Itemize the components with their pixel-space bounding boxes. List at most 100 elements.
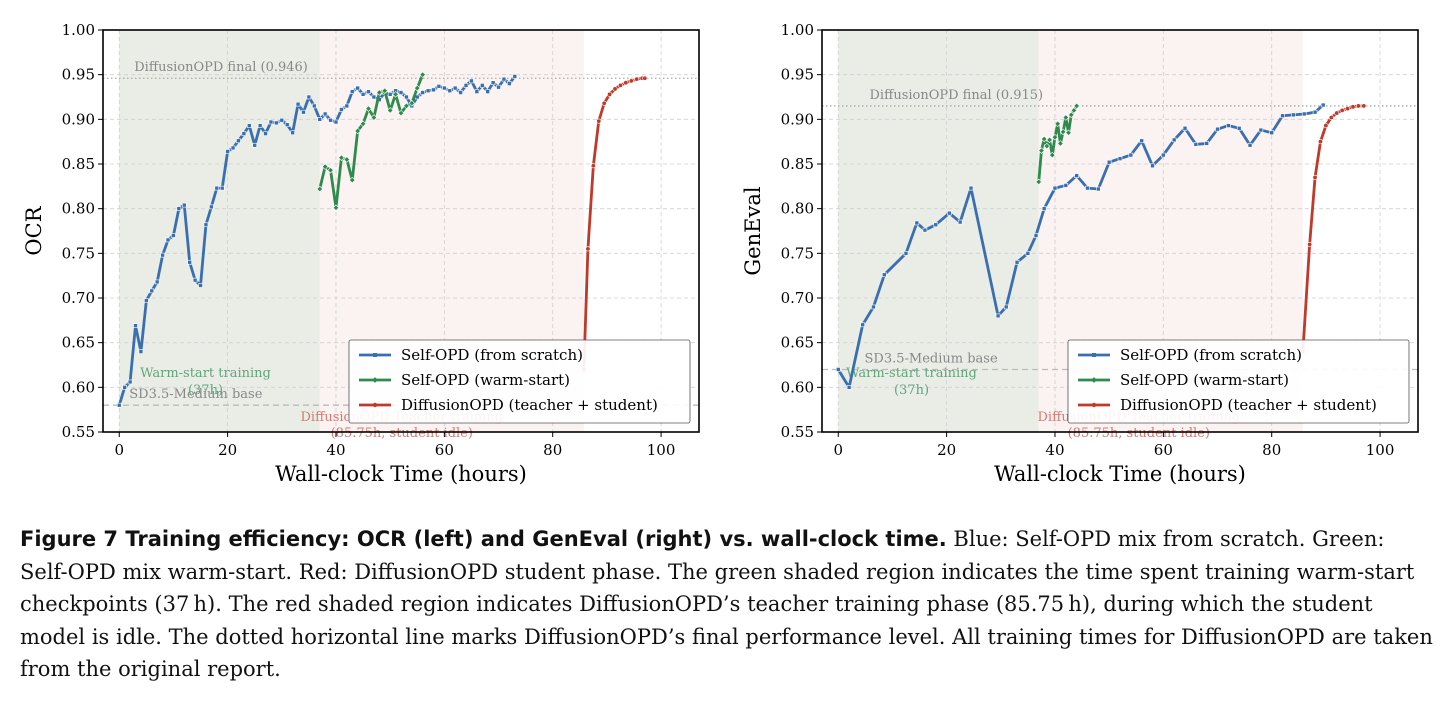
data-point — [1054, 120, 1061, 128]
data-point — [1106, 159, 1112, 165]
data-point — [628, 78, 634, 84]
y-tick-label: 1.00 — [781, 21, 814, 39]
data-point — [1280, 113, 1285, 119]
data-point — [914, 220, 920, 226]
figure: DiffusionOPD final (0.946) SD3.5-Medium b… — [22, 21, 1419, 486]
data-point — [1051, 133, 1059, 141]
y-tick-label: 0.60 — [62, 378, 95, 396]
x-tick-label: 20 — [218, 441, 237, 459]
data-point — [634, 76, 640, 82]
y-tick-label: 0.80 — [781, 200, 814, 218]
data-point — [947, 210, 952, 216]
legend-marker — [372, 402, 378, 408]
data-point — [306, 94, 312, 100]
data-point — [284, 122, 290, 127]
data-point — [404, 94, 409, 100]
final-performance-label: DiffusionOPD final (0.946) — [134, 60, 308, 75]
data-point — [479, 83, 485, 88]
data-point — [452, 85, 458, 91]
data-point — [322, 111, 328, 117]
data-point — [219, 185, 225, 191]
data-point — [354, 127, 361, 135]
data-point — [355, 85, 360, 91]
warm-start-region-sublabel: (37h) — [894, 383, 929, 398]
data-point — [463, 83, 469, 88]
data-point — [490, 80, 496, 86]
x-tick-label: 100 — [1366, 441, 1395, 459]
figure-caption: Figure 7 Training efficiency: OCR (left)… — [20, 523, 1435, 686]
data-point — [187, 259, 192, 265]
data-point — [419, 71, 426, 78]
y-axis-label: GenEval — [741, 186, 765, 275]
y-tick-label: 0.55 — [781, 423, 814, 441]
x-axis-label: Wall-clock Time (hours) — [275, 462, 527, 486]
x-tick-label: 40 — [326, 441, 345, 459]
data-point — [1063, 183, 1069, 188]
data-point — [512, 74, 518, 79]
data-point — [1043, 142, 1051, 150]
data-point — [496, 84, 501, 90]
data-point — [343, 156, 351, 163]
data-point — [1065, 129, 1072, 136]
data-point — [317, 117, 323, 122]
data-point — [1236, 125, 1242, 131]
data-point — [349, 89, 355, 94]
legend-label: Self-OPD (from scratch) — [1120, 346, 1302, 364]
data-point — [397, 109, 405, 117]
data-point — [995, 313, 1001, 319]
data-point — [312, 103, 317, 109]
data-point — [398, 90, 404, 95]
y-tick-label: 0.85 — [781, 155, 814, 173]
data-point — [469, 78, 474, 84]
data-point — [860, 322, 865, 328]
data-point — [1059, 128, 1067, 136]
data-point — [301, 109, 306, 115]
data-point — [279, 117, 285, 123]
data-point — [116, 402, 122, 408]
data-point — [403, 102, 410, 110]
data-point — [1003, 304, 1009, 310]
data-point — [1339, 107, 1345, 113]
data-point — [447, 88, 453, 94]
data-point — [127, 379, 133, 385]
legend-marker — [1092, 353, 1096, 357]
base-model-label: SD3.5-Medium base — [865, 351, 998, 366]
data-point — [366, 89, 371, 94]
y-axis-label: OCR — [22, 205, 46, 255]
geneval-chart-panel: DiffusionOPD final (0.915) SD3.5-Medium b… — [741, 21, 1419, 486]
data-point — [431, 87, 436, 93]
data-point — [371, 94, 377, 100]
legend-marker — [373, 353, 377, 357]
data-point — [225, 149, 230, 154]
data-point — [165, 237, 171, 243]
data-point — [1171, 137, 1177, 143]
plot-frame — [102, 29, 700, 433]
data-point — [198, 283, 203, 288]
x-tick-label: 40 — [1045, 441, 1064, 459]
data-point — [414, 84, 421, 92]
x-tick-label: 60 — [435, 441, 454, 459]
data-point — [290, 130, 295, 136]
y-tick-label: 0.75 — [781, 244, 814, 262]
data-point — [596, 118, 602, 124]
legend-marker — [1091, 377, 1097, 383]
data-point — [365, 105, 372, 112]
data-point — [171, 233, 176, 238]
caption-text: Blue: Self-OPD mix from scratch. Green: … — [20, 527, 1433, 681]
data-point — [1150, 163, 1155, 169]
legend-box — [348, 339, 691, 424]
y-tick-label: 0.55 — [62, 423, 95, 441]
data-point — [274, 120, 279, 126]
data-point — [1070, 107, 1078, 114]
legend-label: Self-OPD (warm-start) — [1120, 371, 1289, 389]
data-point — [1328, 115, 1334, 121]
data-point — [263, 131, 268, 136]
data-point — [425, 88, 431, 94]
data-point — [442, 85, 447, 91]
y-tick-label: 0.85 — [62, 155, 95, 173]
data-point — [348, 176, 356, 184]
y-tick-label: 0.60 — [781, 378, 814, 396]
y-tick-label: 0.65 — [62, 334, 95, 352]
data-point — [327, 167, 334, 174]
data-point — [1247, 142, 1253, 148]
